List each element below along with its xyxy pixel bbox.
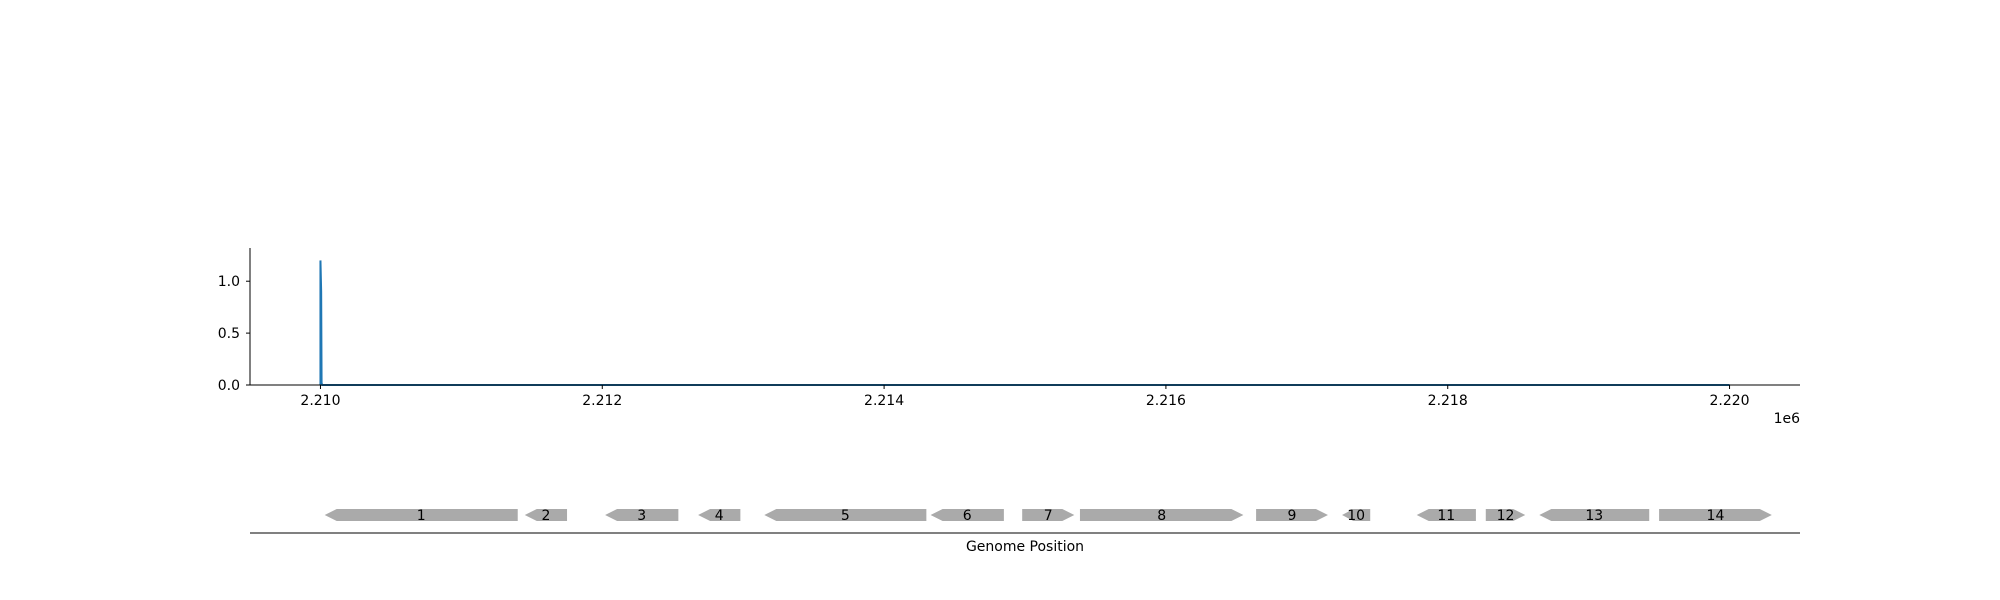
gene-label: 4 [715,508,724,524]
gene-label: 7 [1044,508,1053,524]
gene-label: 14 [1707,508,1725,524]
gene-arrow [524,509,568,521]
gene-arrow [1485,509,1526,521]
x-axis-title: Genome Position [966,539,1084,555]
gene-arrow [764,509,927,521]
x-tick-label: 2.218 [1428,393,1468,409]
gene-arrow [324,509,518,521]
coverage-series [319,260,1730,386]
gene-label: 3 [637,508,646,524]
gene-label: 9 [1288,508,1297,524]
x-tick-label: 2.216 [1146,393,1186,409]
y-axis-ticks: 0.0 0.5 1.0 [218,274,250,394]
gene-arrows: 1 2 3 4 5 6 7 8 9 10 11 12 13 14 [324,508,1772,524]
gene-label: 2 [541,508,550,524]
gene-arrow [930,509,1004,521]
gene-label: 6 [963,508,972,524]
coverage-plot: 2.210 2.212 2.214 2.216 2.218 2.220 0.0 0.5 1.0… [218,248,1800,427]
gene-arrow [1659,509,1772,521]
y-tick-label: 0.0 [218,378,240,394]
x-tick-label: 2.220 [1709,393,1749,409]
gene-label: 10 [1347,508,1365,524]
gene-label: 11 [1437,508,1455,524]
x-tick-label: 2.210 [300,393,340,409]
gene-arrow [1079,509,1244,521]
gene-track: 1 2 3 4 5 6 7 8 9 10 11 12 13 14 Genome Position [250,508,1800,555]
gene-arrow [1539,509,1650,521]
x-axis-offset-label: 1e6 [1774,411,1801,427]
x-axis-ticks: 2.210 2.212 2.214 2.216 2.218 2.220 [300,385,1750,409]
gene-arrow [1416,509,1476,521]
gene-label: 5 [841,508,850,524]
gene-arrow [698,509,741,521]
gene-label: 1 [417,508,426,524]
y-tick-label: 1.0 [218,274,240,290]
gene-arrow [605,509,679,521]
gene-arrow [1022,509,1075,521]
gene-arrow [1342,509,1371,521]
gene-arrow [1256,509,1328,521]
gene-label: 13 [1585,508,1603,524]
coverage-line [319,260,1730,386]
gene-label: 12 [1497,508,1515,524]
x-tick-label: 2.212 [582,393,622,409]
y-tick-label: 0.5 [218,326,240,342]
x-tick-label: 2.214 [864,393,904,409]
gene-label: 8 [1157,508,1166,524]
